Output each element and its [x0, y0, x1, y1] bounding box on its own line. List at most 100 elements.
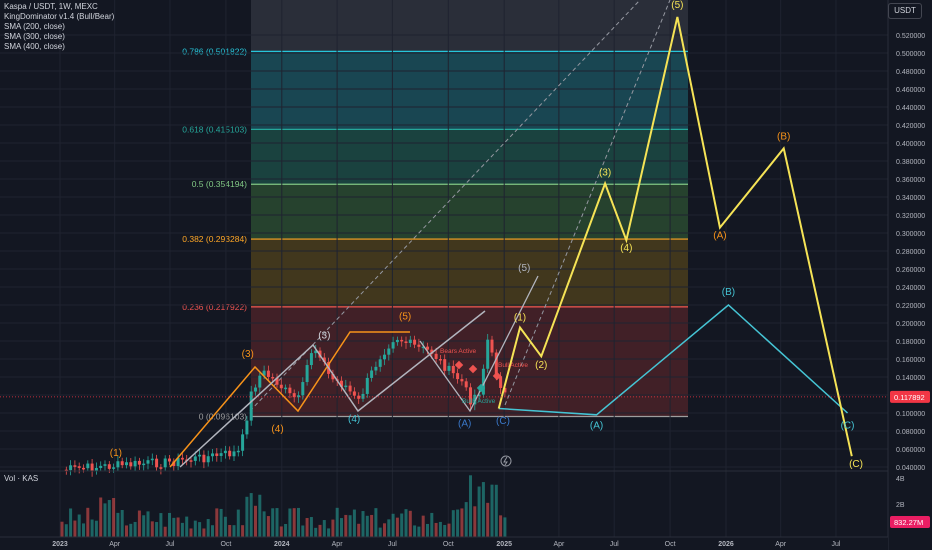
candle-body	[232, 451, 236, 457]
candle-body	[430, 349, 434, 354]
volume-bar	[477, 486, 481, 537]
candle-body	[438, 358, 442, 361]
volume-bar	[421, 515, 425, 537]
indicator-sma-300[interactable]: SMA (300, close)	[4, 32, 65, 41]
volume-bar	[400, 513, 404, 537]
candle-body	[499, 376, 503, 388]
trendline-dashed[interactable]	[249, 0, 641, 412]
volume-bar	[155, 522, 159, 537]
indicator-kingdominator[interactable]: KingDominator v1.4 (Bull/Bear)	[4, 12, 115, 21]
wave-label: (A)	[458, 419, 471, 430]
candle-body	[413, 339, 417, 345]
volume-badge-label: 832.27M	[894, 518, 923, 527]
y-tick-label: 0.500000	[896, 51, 925, 58]
projection-path[interactable]	[497, 16, 853, 457]
wave-label: (4)	[620, 243, 632, 254]
volume-bar	[107, 500, 111, 537]
volume-bar	[215, 508, 219, 537]
volume-bar	[232, 525, 236, 537]
x-tick-label: Oct	[443, 541, 454, 548]
volume-bar	[327, 528, 331, 537]
y-tick-label: 0.400000	[896, 141, 925, 148]
candle-body	[400, 339, 404, 342]
indicator-sma-400[interactable]: SMA (400, close)	[4, 42, 65, 51]
candle-body	[90, 463, 94, 472]
volume-bar	[258, 494, 262, 537]
wave-labels: (1) (3) (4) (3) (4) (5) (A) (C) (5) (1) (2) (3) (4) (…	[110, 0, 863, 470]
volume-bar	[137, 510, 141, 537]
candle-body	[309, 353, 313, 366]
wave-path-orange[interactable]	[169, 331, 410, 468]
volume-bar	[284, 523, 288, 537]
lightning-icon[interactable]	[500, 455, 512, 467]
time-axis[interactable]	[0, 537, 888, 550]
candle-body	[352, 391, 356, 396]
candle-body	[473, 394, 477, 405]
candle-body	[180, 457, 184, 460]
wave-label: (4)	[348, 414, 360, 425]
candle-body	[99, 465, 103, 468]
candle-body	[112, 467, 116, 469]
candle-body	[193, 456, 197, 461]
volume-bar	[211, 525, 214, 537]
candle-body	[146, 460, 150, 464]
candle-body	[301, 382, 305, 396]
candle-body	[365, 377, 369, 394]
volume-bar	[90, 519, 94, 537]
candle-body	[417, 344, 421, 347]
candle-body	[284, 387, 288, 390]
fib-zone	[251, 51, 688, 130]
trendline-dashed[interactable]	[504, 0, 671, 406]
wave-label: (5)	[399, 311, 411, 322]
currency-button[interactable]: USDT	[888, 3, 922, 19]
volume-bar	[275, 508, 279, 537]
volume-bar	[228, 525, 232, 537]
candle-body	[404, 341, 408, 344]
wave-label: (5)	[518, 263, 530, 274]
candle-body	[305, 365, 309, 383]
volume-bars	[0, 470, 888, 537]
candle-body	[357, 395, 361, 399]
volume-bar	[305, 518, 309, 537]
signal-diamond	[454, 360, 464, 370]
x-tick-label: 2025	[496, 541, 512, 548]
volume-bar	[383, 523, 386, 537]
volume-bar	[142, 515, 146, 537]
candle-body	[395, 339, 399, 343]
candle-body	[155, 458, 159, 468]
candle-body	[340, 380, 343, 387]
wave-label: (C)	[496, 416, 510, 427]
symbol-title[interactable]: Kaspa / USDT, 1W, MEXC	[4, 2, 98, 11]
volume-bar	[348, 515, 352, 537]
volume-bar	[404, 509, 408, 537]
y-tick-label: 0.100000	[896, 411, 925, 418]
fib-label: 0.382 (0.293284)	[182, 234, 247, 244]
volume-bar	[451, 510, 455, 537]
signal-annotation: Bulls Active	[462, 398, 496, 405]
wave-label: (3)	[318, 330, 330, 341]
fib-label: 0.5 (0.354194)	[192, 179, 247, 189]
x-tick-label: Jul	[388, 541, 397, 548]
wave-path-grey[interactable]	[179, 310, 486, 468]
wave-label: (3)	[242, 349, 254, 360]
wave-label: (2)	[535, 360, 547, 371]
volume-bar	[340, 518, 343, 537]
volume-bar	[387, 519, 391, 537]
indicator-sma-200[interactable]: SMA (200, close)	[4, 22, 65, 31]
volume-bar	[125, 525, 128, 537]
volume-label[interactable]: Vol · KAS	[4, 474, 39, 483]
candle-body	[107, 464, 111, 469]
volume-bar	[223, 516, 227, 537]
fib-label: 0.618 (0.415103)	[182, 124, 247, 134]
x-tick-label: Oct	[220, 541, 231, 548]
candle-body	[82, 467, 85, 470]
volume-bar	[99, 497, 103, 537]
y-tick-label: 0.160000	[896, 357, 925, 364]
volume-scale-label: 2B	[896, 502, 905, 509]
wave-path-grey-2[interactable]	[419, 275, 539, 413]
candle-body	[133, 460, 137, 467]
candle-body	[486, 339, 490, 369]
alt-projection-path[interactable]	[498, 304, 849, 416]
price-axis[interactable]	[888, 0, 932, 550]
volume-bar	[469, 475, 472, 537]
